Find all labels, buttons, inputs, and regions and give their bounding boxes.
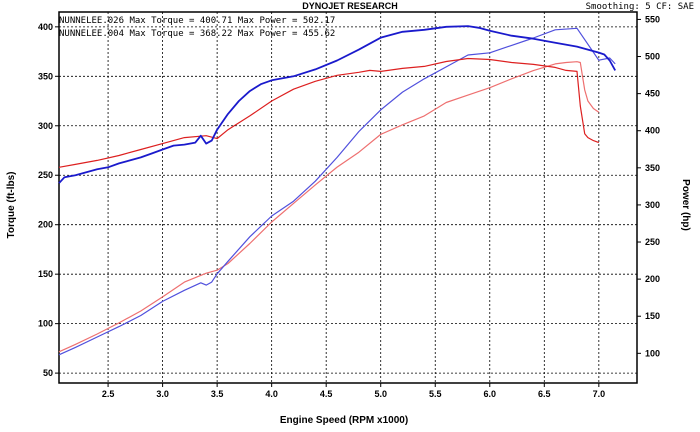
x-tick-label: 5.5 xyxy=(429,389,442,399)
torque-tick-label: 300 xyxy=(38,121,53,131)
x-tick-label: 4.0 xyxy=(265,389,278,399)
power-tick-label: 100 xyxy=(645,348,660,358)
series-line-026-torque xyxy=(58,25,616,184)
power-tick-label: 450 xyxy=(645,89,660,99)
power-axis-ticks: 100 150 200 250 300 350 400 450 500 550 xyxy=(637,14,660,358)
x-axis-ticks: 2.5 3.0 3.5 4.0 4.5 5.0 5.5 6.0 6.5 7.0 xyxy=(102,383,605,399)
run-legend-026: NUNNELEE.026 Max Torque = 400.71 Max Pow… xyxy=(59,16,335,26)
x-axis-label: Engine Speed (RPM x1000) xyxy=(280,415,408,426)
chart-title: DYNOJET RESEARCH xyxy=(302,1,398,11)
power-tick-label: 550 xyxy=(645,14,660,24)
x-tick-label: 4.5 xyxy=(320,389,333,399)
power-tick-label: 400 xyxy=(645,126,660,136)
run-legend-004: NUNNELEE.004 Max Torque = 368.22 Max Pow… xyxy=(59,29,335,39)
x-tick-label: 2.5 xyxy=(102,389,115,399)
power-tick-label: 500 xyxy=(645,52,660,62)
power-axis-label: Power (hp) xyxy=(680,179,691,231)
power-tick-label: 250 xyxy=(645,237,660,247)
series-lines xyxy=(58,25,616,356)
power-tick-label: 150 xyxy=(645,311,660,321)
x-tick-label: 5.0 xyxy=(374,389,387,399)
x-tick-label: 6.0 xyxy=(484,389,497,399)
power-tick-label: 350 xyxy=(645,163,660,173)
torque-tick-label: 200 xyxy=(38,220,53,230)
plot-frame xyxy=(58,11,638,384)
series-line-004-torque xyxy=(58,57,600,168)
grid-lines xyxy=(59,12,637,383)
power-tick-label: 300 xyxy=(645,200,660,210)
torque-tick-label: 400 xyxy=(38,22,53,32)
torque-tick-label: 350 xyxy=(38,71,53,81)
power-tick-label: 200 xyxy=(645,274,660,284)
torque-axis-label: Torque (ft-lbs) xyxy=(6,171,17,238)
x-tick-label: 6.5 xyxy=(538,389,551,399)
torque-tick-label: 150 xyxy=(38,269,53,279)
x-tick-label: 3.5 xyxy=(211,389,224,399)
smoothing-label: Smoothing: 5 CF: SAE xyxy=(586,2,694,12)
torque-tick-label: 100 xyxy=(38,319,53,329)
torque-tick-label: 50 xyxy=(43,368,53,378)
series-line-004-power xyxy=(58,61,600,353)
x-tick-label: 3.0 xyxy=(156,389,169,399)
torque-tick-label: 250 xyxy=(38,170,53,180)
x-tick-label: 7.0 xyxy=(593,389,606,399)
